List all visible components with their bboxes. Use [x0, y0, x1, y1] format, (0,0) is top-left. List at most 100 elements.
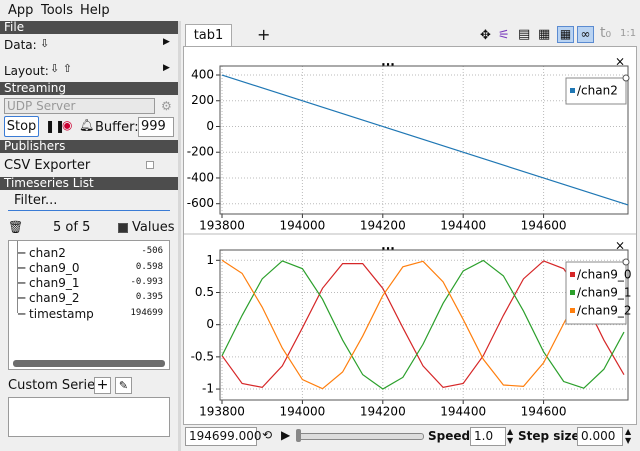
toolbar-icon[interactable]: ⚟ — [498, 28, 510, 43]
scrollbar[interactable] — [13, 360, 165, 367]
y-tick-label: -400 — [187, 170, 214, 184]
filter-input[interactable]: Filter... — [14, 193, 58, 208]
icon[interactable]: 🗑︎ — [8, 220, 24, 234]
plot-title: ... — [381, 239, 395, 253]
slider-handle[interactable] — [296, 429, 301, 442]
icon[interactable]: ❚❚ — [45, 119, 66, 133]
tree-line — [17, 241, 18, 313]
legend-swatch — [570, 290, 575, 295]
label: CSV Exporter — [4, 158, 91, 173]
tree-item[interactable]: ─ chan9_1 — [18, 276, 80, 290]
section-header: Publishers — [0, 140, 179, 153]
toolbar-t0[interactable]: t₀ — [600, 25, 612, 41]
tree-value: 0.395 — [135, 292, 163, 302]
step-input[interactable]: 0.000 — [577, 427, 623, 446]
tree-value: -506 — [141, 246, 163, 256]
tab[interactable]: tab1 — [185, 24, 232, 47]
combo-box[interactable]: UDP Server — [4, 98, 155, 114]
toolbar-ratio[interactable]: 1:1 — [620, 28, 637, 39]
toolbar-grid-toggle[interactable]: ▦ — [557, 26, 574, 43]
icon[interactable]: ⇩ ⇧ — [50, 62, 72, 75]
time-slider[interactable] — [297, 433, 424, 440]
x-tick-label: 193800 — [199, 219, 245, 233]
legend-handle[interactable] — [622, 74, 630, 82]
add-tab-button[interactable]: + — [257, 25, 271, 44]
tree-value: 0.598 — [135, 262, 163, 272]
spin-box[interactable]: 999 — [138, 117, 174, 137]
section-header: File — [0, 21, 179, 34]
checkbox[interactable] — [118, 223, 128, 233]
label: Data: — [4, 38, 37, 52]
tree-item-name: timestamp — [29, 307, 94, 321]
x-tick-label: 194400 — [440, 405, 486, 419]
menu-item[interactable]: Tools — [41, 3, 74, 18]
tree-item[interactable]: ─ chan9_0 — [18, 261, 80, 275]
button[interactable]: Stop — [4, 116, 39, 137]
legend-swatch — [570, 272, 575, 277]
toolbar-icon[interactable]: ▤ — [518, 27, 531, 42]
label: Layout: — [4, 64, 49, 78]
x-tick-label: 193800 — [199, 405, 245, 419]
toolbar-icon[interactable]: ▦ — [538, 27, 551, 42]
tree-item-name: chan9_0 — [29, 261, 80, 275]
legend-swatch — [570, 88, 575, 93]
toolbar-link-toggle[interactable]: ∞ — [577, 26, 594, 43]
icon[interactable]: ⚙ — [161, 99, 172, 113]
series-line — [221, 74, 629, 206]
play-button[interactable]: ▶ — [281, 428, 291, 442]
arrow[interactable]: ▶ — [163, 63, 170, 73]
tree-value: -0.993 — [130, 277, 163, 287]
tree-item-name: chan9_1 — [29, 276, 80, 290]
series-line — [221, 260, 625, 389]
y-tick-label: 1 — [206, 253, 214, 267]
plot-splitter[interactable] — [184, 233, 636, 235]
menu-item[interactable]: App — [8, 3, 34, 18]
checkbox[interactable] — [146, 161, 154, 169]
icon[interactable]: ◉ — [62, 118, 73, 132]
tree-item-name: chan2 — [29, 246, 66, 260]
y-tick-label: 0 — [206, 119, 214, 133]
plot-close[interactable]: × — [615, 55, 625, 69]
y-tick-label: 400 — [191, 68, 214, 82]
tree-item-name: chan9_2 — [29, 291, 80, 305]
tree-item[interactable]: ─ chan9_2 — [18, 291, 80, 305]
tree-item[interactable]: ─ timestamp — [18, 307, 94, 321]
y-tick-label: -0.5 — [191, 349, 214, 363]
spin-arrows[interactable]: ▲ ▼ — [625, 427, 632, 445]
x-tick-label: 194200 — [360, 219, 406, 233]
y-tick-label: 0.5 — [195, 285, 214, 299]
plot-close[interactable]: × — [615, 239, 625, 253]
x-tick-label: 194000 — [279, 219, 325, 233]
x-tick-label: 194000 — [279, 405, 325, 419]
series-line — [221, 259, 625, 390]
icon[interactable]: ⇩ — [40, 37, 50, 50]
x-tick-label: 194200 — [360, 405, 406, 419]
legend-handle[interactable] — [622, 258, 630, 266]
tree-item[interactable]: ─ chan2 — [18, 246, 66, 260]
spin-arrows[interactable]: ▲ ▼ — [507, 427, 514, 445]
edit-button[interactable]: ✎ — [115, 377, 132, 394]
underline — [8, 210, 170, 211]
icon[interactable]: 🔔︎ — [79, 118, 95, 132]
time-input[interactable]: 194699.000 — [185, 427, 262, 446]
plot-frame — [219, 249, 629, 401]
speed-input[interactable]: 1.0 — [470, 427, 506, 446]
menu-bar: App Tools Help — [0, 0, 640, 20]
arrow[interactable]: ▶ — [163, 37, 170, 47]
legend-box — [565, 261, 627, 325]
tab-page — [183, 46, 637, 425]
menu-item[interactable]: Help — [80, 3, 110, 18]
section-header: Streaming — [0, 82, 179, 95]
label: Custom Series: — [8, 378, 107, 393]
legend-label: /chan9_2 — [577, 304, 631, 318]
toolbar-icon[interactable]: ✥ — [480, 28, 491, 43]
section-header: Timeseries List — [0, 177, 179, 190]
add-button[interactable]: + — [94, 377, 111, 394]
loop-button[interactable]: ⟲ — [262, 428, 273, 442]
x-tick-label: 194600 — [521, 405, 567, 419]
splitter[interactable] — [178, 21, 181, 451]
y-tick-label: -600 — [187, 196, 214, 210]
series-line — [221, 259, 625, 390]
